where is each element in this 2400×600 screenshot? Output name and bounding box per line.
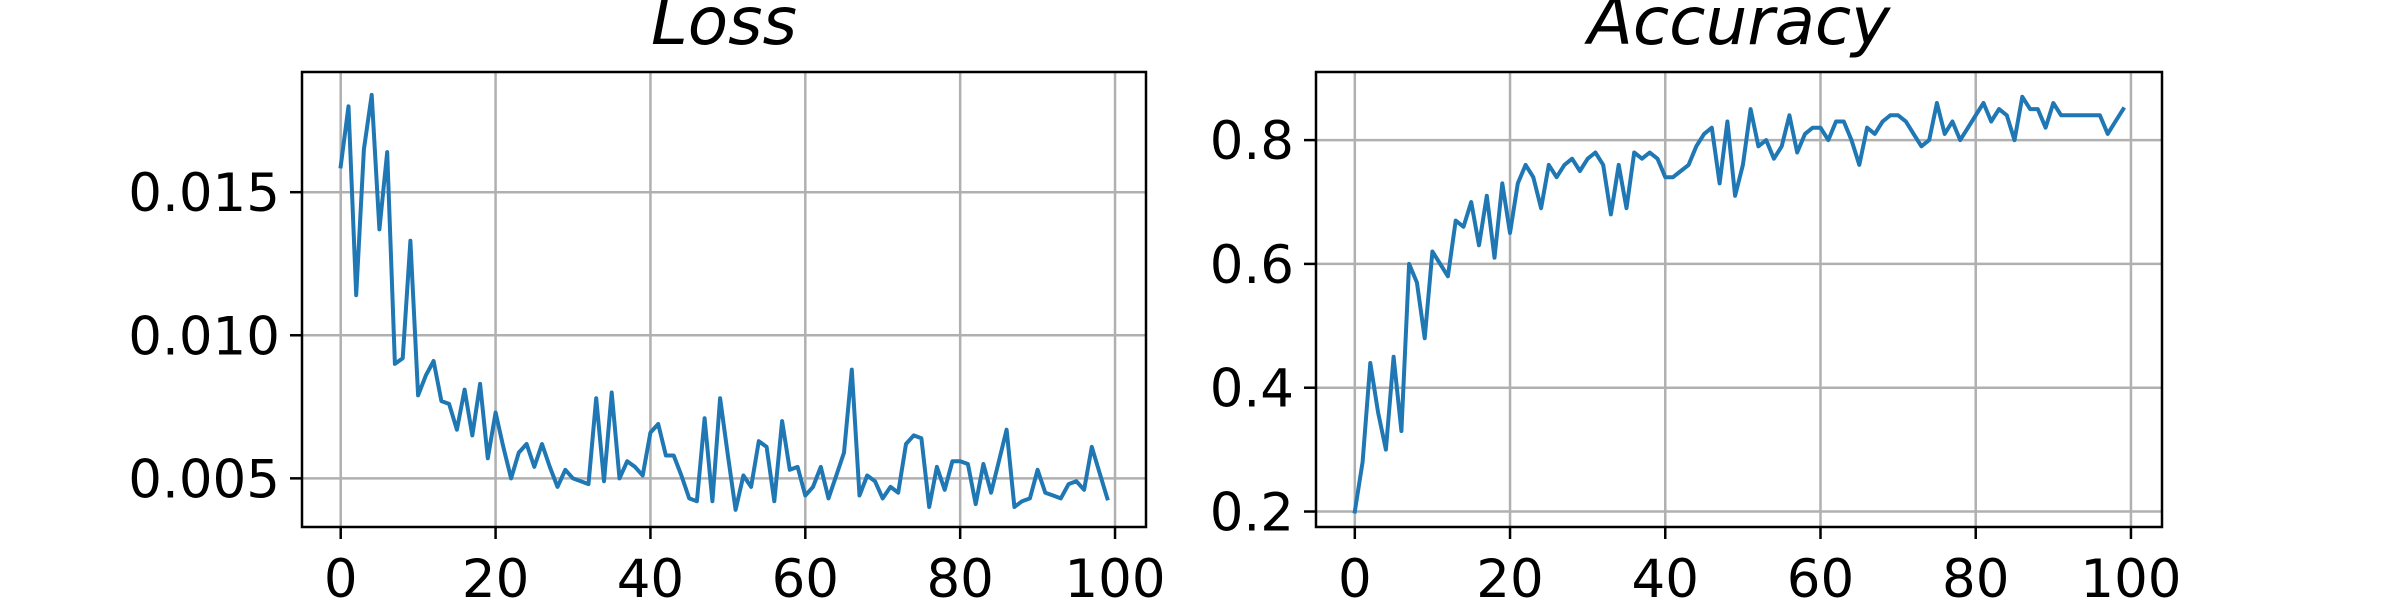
- accuracy-x-tick-label: 100: [2080, 549, 2181, 600]
- accuracy-x-tick-label: 20: [1476, 549, 1543, 600]
- accuracy-x-tick-label: 80: [1942, 549, 2009, 600]
- loss-y-tick-label: 0.010: [128, 306, 280, 367]
- accuracy-series-line: [1352, 94, 2126, 514]
- loss-x-tick-label: 40: [617, 549, 684, 600]
- accuracy-x-tick-label: 40: [1632, 549, 1699, 600]
- loss-x-tick-label: 100: [1064, 549, 1165, 600]
- accuracy-y-tick-label: 0.8: [1210, 111, 1294, 172]
- accuracy-y-tick-label: 0.2: [1210, 483, 1294, 544]
- loss-x-tick-label: 80: [926, 549, 993, 600]
- accuracy-y-tick-label: 0.4: [1210, 359, 1294, 420]
- accuracy-grid: [1316, 72, 2162, 527]
- loss-grid: [302, 72, 1146, 527]
- loss-series-line: [338, 92, 1110, 512]
- loss-x-tick-label: 60: [772, 549, 839, 600]
- loss-title: Loss: [651, 0, 797, 60]
- accuracy-x-tick-label: 60: [1787, 549, 1854, 600]
- loss-subplot: 0 20 40 60 80 100 0.005 0.010 0.015 Loss: [128, 0, 1165, 600]
- accuracy-subplot: 0 20 40 60 80 100 0.2 0.4 0.6 0.8 Accuracy: [1210, 0, 2182, 600]
- accuracy-title: Accuracy: [1584, 0, 1891, 60]
- accuracy-x-tick-label: 0: [1338, 549, 1372, 600]
- loss-x-tick-label: 0: [324, 549, 358, 600]
- loss-axes-frame: [300, 70, 1148, 529]
- loss-x-tick-label: 20: [462, 549, 529, 600]
- accuracy-axes-frame: [1314, 70, 2164, 529]
- loss-ticks: 0 20 40 60 80 100 0.005 0.010 0.015: [128, 163, 1165, 600]
- accuracy-ticks: 0 20 40 60 80 100 0.2 0.4 0.6 0.8: [1210, 111, 2182, 600]
- accuracy-y-tick-label: 0.6: [1210, 235, 1294, 296]
- loss-y-tick-label: 0.015: [128, 163, 280, 224]
- loss-y-tick-label: 0.005: [128, 449, 280, 510]
